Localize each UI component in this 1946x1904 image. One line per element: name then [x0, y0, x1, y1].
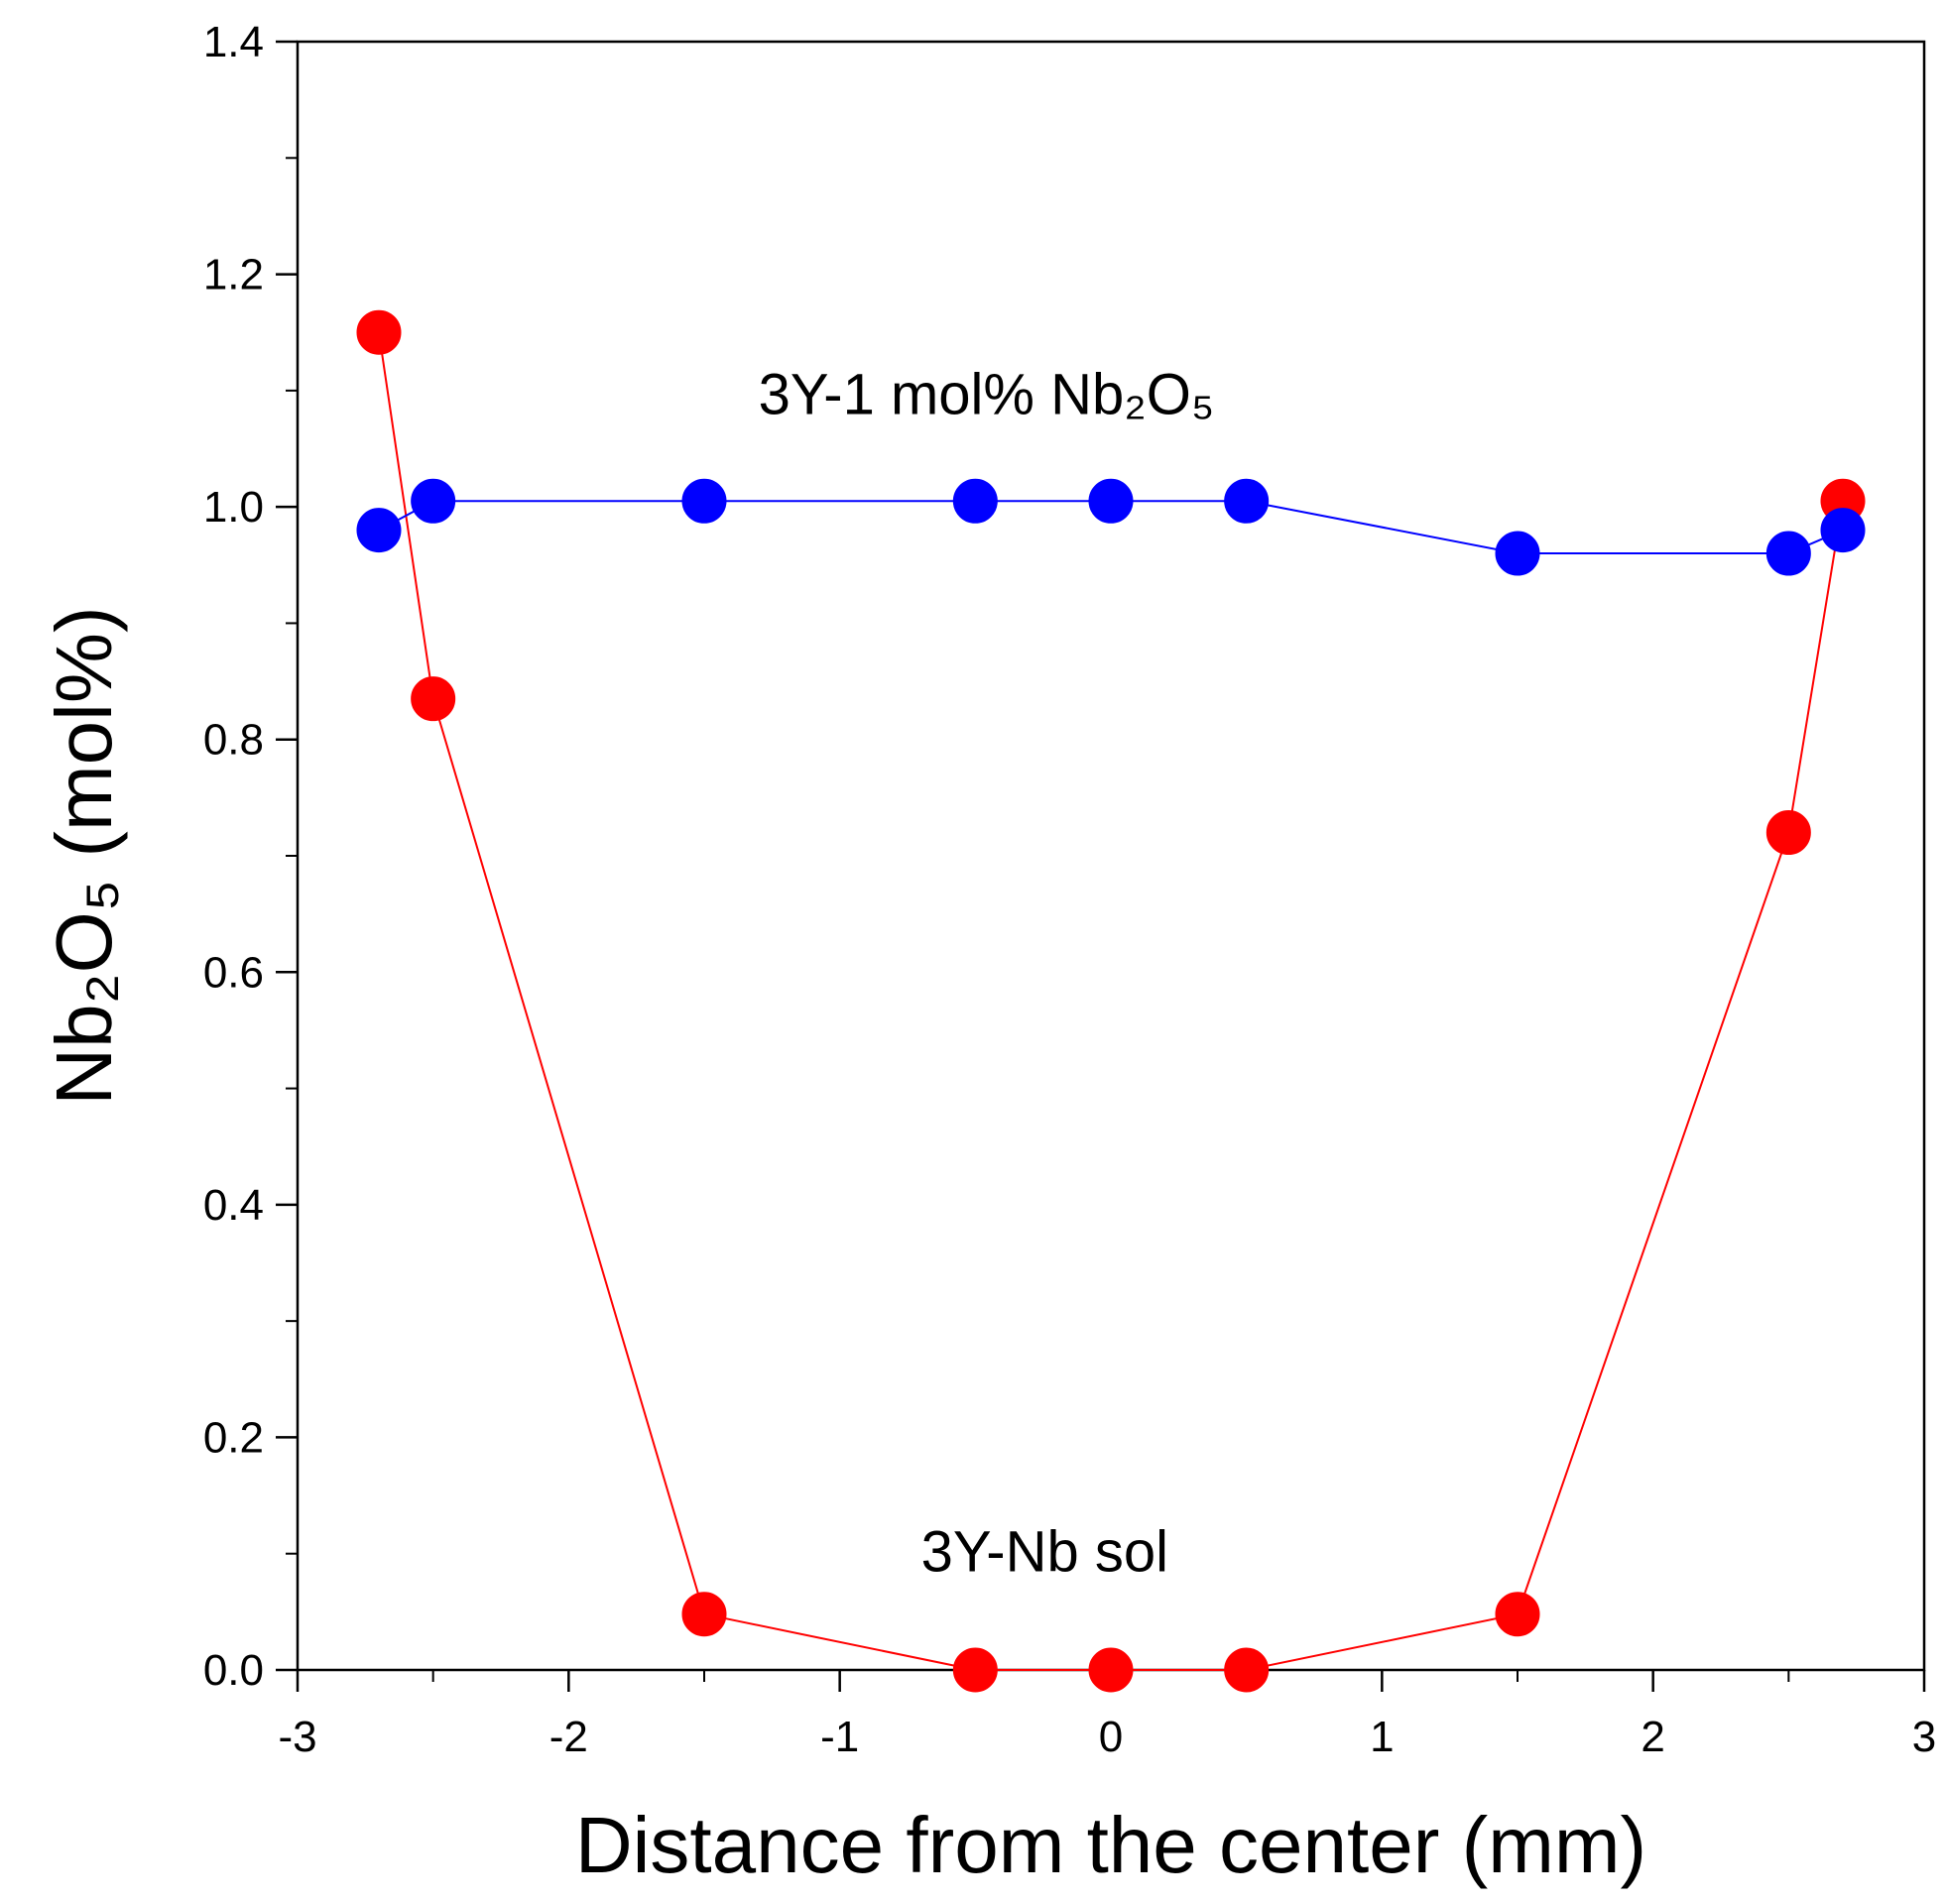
- x-tick-label: 3: [1912, 1713, 1936, 1761]
- x-tick-label: 0: [1099, 1713, 1123, 1761]
- data-point: [1765, 531, 1811, 576]
- data-point: [952, 1647, 998, 1693]
- data-point: [411, 478, 456, 524]
- data-point: [411, 676, 456, 722]
- data-point: [1820, 508, 1866, 553]
- y-tick-label: 1.2: [203, 251, 264, 299]
- y-tick-label: 0.2: [203, 1413, 264, 1462]
- tick-labels: -3 -2 -1 0 1 2 3 0.0 0.2 0.4 0.6 0.8 1.0 1.2 1.4: [203, 18, 1936, 1761]
- y-tick-label: 0.8: [203, 716, 264, 765]
- data-point: [356, 309, 402, 355]
- data-point: [681, 1592, 727, 1637]
- y-tick-label: 0.0: [203, 1646, 264, 1695]
- x-tick-label: -2: [549, 1713, 588, 1761]
- plot-frame: [296, 40, 1926, 1672]
- series-lines: [378, 332, 1844, 1671]
- data-point: [1765, 810, 1811, 856]
- data-point: [1495, 1592, 1540, 1637]
- data-point: [1224, 1647, 1270, 1693]
- y-tick-label: 1.4: [203, 18, 264, 66]
- data-point: [1495, 531, 1540, 576]
- data-point: [356, 508, 402, 553]
- annotation-label: 3Y-1 mol% Nb₂O₅: [759, 362, 1215, 426]
- x-axis-title: Distance from the center (mm): [575, 1801, 1646, 1889]
- x-tick-label: -3: [278, 1713, 316, 1761]
- annotations: 3Y-1 mol% Nb₂O₅ 3Y-Nb sol: [759, 362, 1215, 1584]
- y-tick-label: 0.4: [203, 1181, 264, 1230]
- y-tick-label: 0.6: [203, 948, 264, 997]
- series-line: [378, 332, 1844, 1671]
- data-point: [952, 478, 998, 524]
- data-point: [1224, 478, 1270, 524]
- y-tick-label: 1.0: [203, 483, 264, 532]
- x-tick-label: -1: [820, 1713, 859, 1761]
- data-point: [681, 478, 727, 524]
- data-point: [1088, 478, 1134, 524]
- annotation-label: 3Y-Nb sol: [921, 1519, 1168, 1584]
- x-tick-label: 1: [1370, 1713, 1394, 1761]
- x-tick-label: 2: [1641, 1713, 1664, 1761]
- y-axis-title: Nb₂O₅ (mol%): [40, 606, 128, 1105]
- data-point: [1088, 1647, 1134, 1693]
- series-points: [356, 309, 1866, 1693]
- ticks: [276, 40, 1926, 1692]
